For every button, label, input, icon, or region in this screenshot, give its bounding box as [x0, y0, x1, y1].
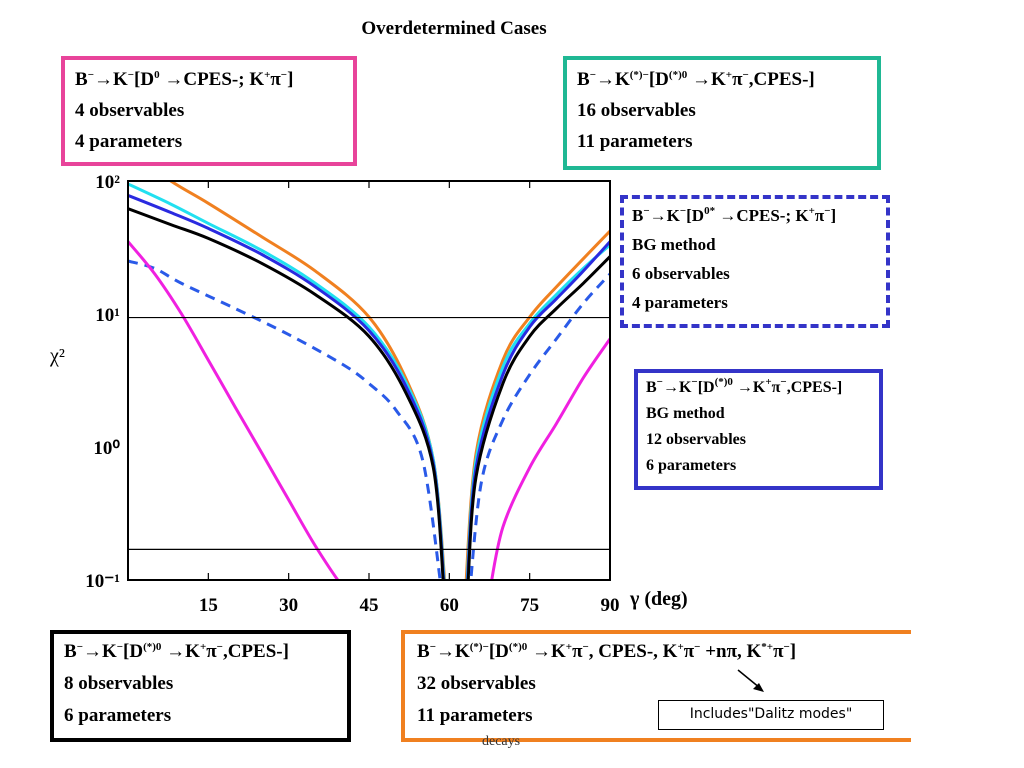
series-line-5-left [128, 240, 340, 580]
parameters-count: 11 parameters [417, 705, 533, 726]
observables-count: 16 observables [577, 100, 696, 121]
observables-count: 32 observables [417, 673, 536, 694]
x-axis-label: γ (deg) [629, 588, 688, 610]
y-tick-label: 10² [95, 172, 120, 193]
decay-mode: B−→K−[D0* →CPES-; K+π−] [632, 205, 837, 226]
legend-box-pink: B−→K−[D0 →CPES-; K+π−] 4 observables 4 p… [61, 56, 357, 166]
y-tick-label: 10⁻¹ [85, 571, 120, 592]
dalitz-callout: Includes"Dalitz modes" [658, 700, 884, 730]
observables-count: 4 observables [75, 100, 185, 121]
parameters-count: 4 parameters [632, 293, 728, 312]
y-tick-label: 10¹ [95, 305, 120, 326]
decay-mode: B−→K−[D0 →CPES-; K+π−] [75, 69, 294, 90]
series-line-4-right [469, 272, 610, 580]
reference-lines [128, 316, 610, 550]
x-tick-label: 30 [279, 595, 298, 616]
observables-count: 8 observables [64, 673, 174, 694]
decay-mode: B−→K−[D(*)0 →K+π−,CPES-] [646, 376, 843, 397]
observables-count: 12 observables [646, 431, 746, 448]
x-tick-label: 90 [601, 595, 620, 616]
page-title: Overdetermined Cases [361, 18, 547, 39]
method-label: BG method [632, 235, 716, 254]
legend-box-black: B−→K−[D(*)0 →K+π−,CPES-] 8 observables 6… [50, 630, 351, 742]
parameters-count: 11 parameters [577, 131, 693, 152]
decay-mode: B−→K(*)−[D(*)0 →K+π−, CPES-, K+π− +nπ, K… [417, 641, 797, 662]
parameters-count: 4 parameters [75, 131, 183, 152]
observables-count: 6 observables [632, 264, 730, 283]
series-line-5-right [490, 338, 610, 580]
y-axis-label: χ² [49, 345, 65, 367]
series-layer [128, 181, 610, 580]
parameters-count: 6 parameters [646, 457, 737, 474]
decay-mode: B−→K(*)−[D(*)0 →K+π−,CPES-] [577, 69, 815, 90]
x-tick-label: 45 [360, 595, 379, 616]
axis-ticks: 15 30 45 60 75 90 10² 10¹ 10⁰ 10⁻¹ [85, 172, 619, 616]
series-line-4-left [128, 259, 442, 580]
legend-box-teal: B−→K(*)−[D(*)0 →K+π−,CPES-] 16 observabl… [563, 56, 881, 170]
series-line-3-right [466, 255, 610, 580]
x-tick-label: 15 [199, 595, 218, 616]
parameters-count: 6 parameters [64, 705, 172, 726]
y-tick-label: 10⁰ [93, 438, 120, 459]
x-tick-label: 60 [440, 595, 459, 616]
series-line-3-left [128, 207, 445, 580]
decay-mode: B−→K−[D(*)0 →K+π−,CPES-] [64, 641, 289, 662]
legend-box-dashed-blue: B−→K−[D0* →CPES-; K+π−] BG method 6 obse… [620, 195, 890, 328]
footer-fragment: decays [482, 734, 521, 749]
legend-box-blue: B−→K−[D(*)0 →K+π−,CPES-] BG method 12 ob… [634, 369, 883, 490]
method-label: BG method [646, 405, 725, 422]
x-tick-label: 75 [520, 595, 539, 616]
